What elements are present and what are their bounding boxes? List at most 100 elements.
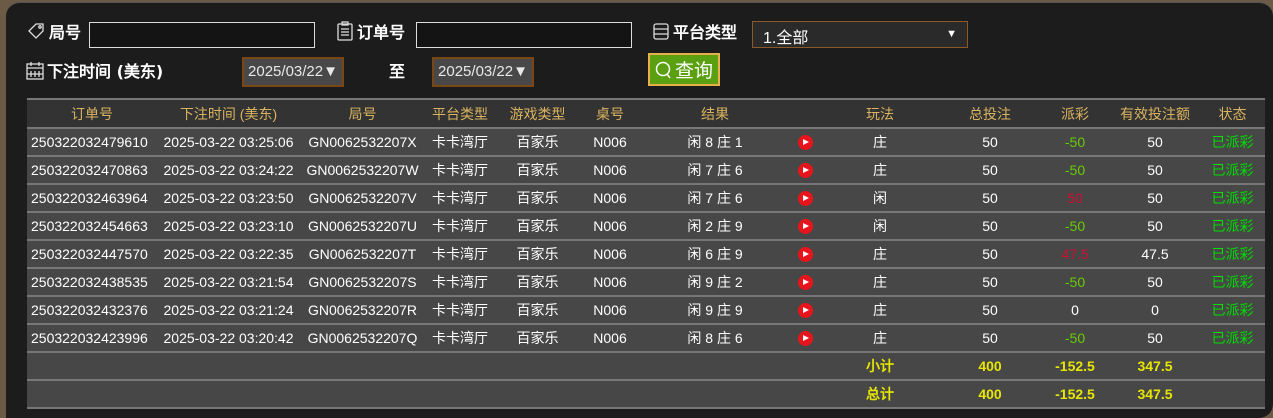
cell: 已派彩 <box>1200 184 1265 213</box>
play-video-icon[interactable] <box>797 219 813 235</box>
cell: 卡卡湾厅 <box>425 212 495 241</box>
cell: 2025-03-22 03:23:10 <box>157 212 300 241</box>
play-video-icon[interactable] <box>797 135 813 151</box>
cell: 庄 <box>820 240 940 269</box>
empty-cell <box>1200 380 1265 409</box>
cell: 50 <box>1110 212 1200 241</box>
cell: 50 <box>1110 324 1200 353</box>
search-icon <box>655 61 671 78</box>
column-header: 有效投注额 <box>1110 98 1200 129</box>
cell: 50 <box>1110 184 1200 213</box>
search-button[interactable]: 查询 <box>648 53 720 86</box>
cell: 卡卡湾厅 <box>425 240 495 269</box>
replay-cell[interactable] <box>790 268 820 297</box>
order-input[interactable] <box>416 22 632 48</box>
table-row: 250322032463964 2025-03-22 03:23:50 GN0062… <box>27 184 1265 213</box>
cell: 百家乐 <box>495 268 580 297</box>
cell: 百家乐 <box>495 184 580 213</box>
cell: 闲 <box>820 184 940 213</box>
cell: 2025-03-22 03:24:22 <box>157 156 300 185</box>
column-header: 结果 <box>640 98 790 129</box>
calendar-icon <box>26 62 44 80</box>
cell: 50 <box>940 156 1040 185</box>
cell: 50 <box>940 184 1040 213</box>
table-row: 250322032447570 2025-03-22 03:22:35 GN0062… <box>27 240 1265 269</box>
replay-cell[interactable] <box>790 128 820 157</box>
cell: 闲 7 庄 6 <box>640 156 790 185</box>
cell: 百家乐 <box>495 240 580 269</box>
round-input[interactable] <box>89 22 315 48</box>
total-bet: 400 <box>940 380 1040 409</box>
cell: 250322032447570 <box>27 240 157 269</box>
table-row: 250322032454663 2025-03-22 03:23:10 GN0062… <box>27 212 1265 241</box>
column-header: 订单号 <box>27 98 157 129</box>
platform-select[interactable]: 1.全部 ▼ <box>752 21 968 48</box>
cell: 2025-03-22 03:21:24 <box>157 296 300 325</box>
table-row: 250322032438535 2025-03-22 03:21:54 GN0062… <box>27 268 1265 297</box>
cell: N006 <box>580 128 640 157</box>
subtotal-payout: -152.5 <box>1040 352 1110 381</box>
play-video-icon[interactable] <box>797 331 813 347</box>
bet-records-table: 订单号 下注时间 (美东) 局号 平台类型 游戏类型 桌号 结果 玩法 总投注 派彩 有效投注额 状态… <box>27 98 1265 409</box>
cell: 50 <box>1110 268 1200 297</box>
total-row: 总计 400 -152.5 347.5 <box>27 380 1265 409</box>
replay-cell[interactable] <box>790 240 820 269</box>
column-header: 派彩 <box>1040 98 1110 129</box>
date-from-picker[interactable]: 2025/03/22▼ <box>242 57 344 87</box>
subtotal-bet: 400 <box>940 352 1040 381</box>
cell: 卡卡湾厅 <box>425 324 495 353</box>
cell: 闲 8 庄 1 <box>640 128 790 157</box>
cell: 50 <box>940 324 1040 353</box>
cell: 已派彩 <box>1200 128 1265 157</box>
cell: 47.5 <box>1040 240 1110 269</box>
order-label: 订单号 <box>336 19 405 43</box>
cell: 卡卡湾厅 <box>425 184 495 213</box>
empty-cell <box>1200 352 1265 381</box>
replay-cell[interactable] <box>790 184 820 213</box>
play-video-icon[interactable] <box>797 275 813 291</box>
cell: 250322032432376 <box>27 296 157 325</box>
cell: 47.5 <box>1110 240 1200 269</box>
column-header: 总投注 <box>940 98 1040 129</box>
replay-cell[interactable] <box>790 296 820 325</box>
column-header: 游戏类型 <box>495 98 580 129</box>
play-video-icon[interactable] <box>797 191 813 207</box>
cell: 50 <box>940 240 1040 269</box>
cell: GN0062532207W <box>300 156 425 185</box>
play-video-icon[interactable] <box>797 163 813 179</box>
cell: 已派彩 <box>1200 212 1265 241</box>
subtotal-row: 小计 400 -152.5 347.5 <box>27 352 1265 381</box>
empty-cell <box>27 380 820 409</box>
report-window: 局号 订单号 平台类型 1.全部 ▼ 下注时间 (美东) 2025/03/22▼ … <box>6 2 1273 418</box>
platform-label: 平台类型 <box>652 19 737 43</box>
cell: 0 <box>1040 296 1110 325</box>
cell: 闲 <box>820 212 940 241</box>
column-header <box>790 98 820 129</box>
play-video-icon[interactable] <box>797 303 813 319</box>
date-to-picker[interactable]: 2025/03/22▼ <box>432 57 534 87</box>
cell: 250322032454663 <box>27 212 157 241</box>
cell: 卡卡湾厅 <box>425 156 495 185</box>
cell: N006 <box>580 268 640 297</box>
subtotal-valid: 347.5 <box>1110 352 1200 381</box>
replay-cell[interactable] <box>790 212 820 241</box>
cell: 闲 2 庄 9 <box>640 212 790 241</box>
cell: 250322032479610 <box>27 128 157 157</box>
cell: 庄 <box>820 296 940 325</box>
cell: GN0062532207S <box>300 268 425 297</box>
cell: 50 <box>1110 156 1200 185</box>
cell: GN0062532207U <box>300 212 425 241</box>
replay-cell[interactable] <box>790 324 820 353</box>
cell: 250322032423996 <box>27 324 157 353</box>
total-valid: 347.5 <box>1110 380 1200 409</box>
cell: 卡卡湾厅 <box>425 296 495 325</box>
cell: 闲 9 庄 2 <box>640 268 790 297</box>
empty-cell <box>27 352 820 381</box>
replay-cell[interactable] <box>790 156 820 185</box>
dropdown-arrow-icon: ▼ <box>946 28 957 40</box>
column-header: 平台类型 <box>425 98 495 129</box>
cell: N006 <box>580 212 640 241</box>
cell: 庄 <box>820 324 940 353</box>
play-video-icon[interactable] <box>797 247 813 263</box>
cell: 闲 7 庄 6 <box>640 184 790 213</box>
